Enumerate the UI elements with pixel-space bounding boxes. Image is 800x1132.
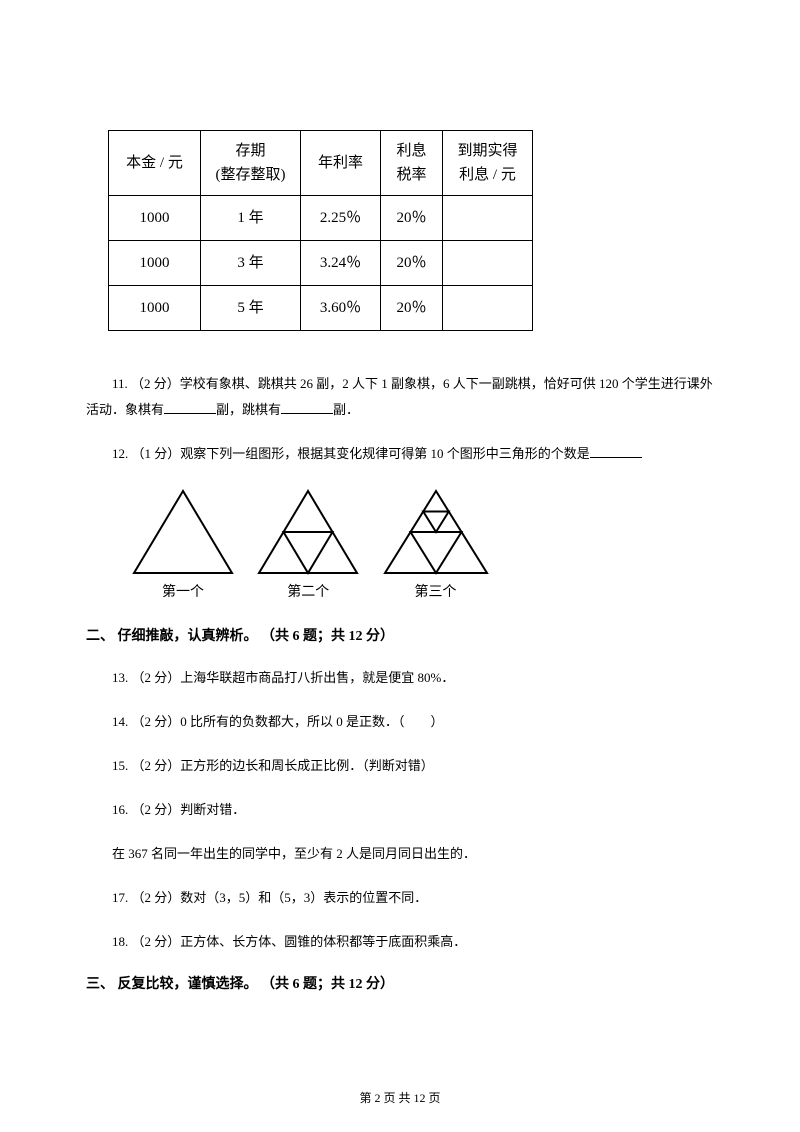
cell: 3.24％ [301,241,381,286]
th-tax: 利息税率 [381,131,443,196]
question-16a: 16. （2 分）判断对错． [86,797,714,823]
q11-suffix: 副． [333,402,359,417]
cell: 20％ [381,286,443,331]
cell: 3 年 [201,241,301,286]
blank [281,401,333,414]
table-row: 1000 3 年 3.24％ 20％ [109,241,533,286]
th-rate: 年利率 [301,131,381,196]
blank [164,401,216,414]
fig-3: 第三个 [379,485,493,601]
question-15: 15. （2 分）正方形的边长和周长成正比例．（判断对错） [86,753,714,779]
page-footer: 第 2 页 共 12 页 [0,1089,800,1106]
fig-2: 第二个 [253,485,363,601]
blank [590,445,642,458]
section-3-heading: 三、 反复比较，谨慎选择。 （共 6 题；共 12 分） [86,973,714,993]
cell: 1000 [109,196,201,241]
table-row: 1000 1 年 2.25％ 20％ [109,196,533,241]
question-16b: 在 367 名同一年出生的同学中，至少有 2 人是同月同日出生的． [86,841,714,867]
triangle-2-svg [253,485,363,577]
cell: 1000 [109,286,201,331]
section-2-heading: 二、 仔细推敲，认真辨析。 （共 6 题；共 12 分） [86,625,714,645]
cell: 5 年 [201,286,301,331]
cell: 20％ [381,241,443,286]
q11-mid: 副，跳棋有 [216,402,281,417]
fig-2-label: 第二个 [253,581,363,601]
question-12: 12. （1 分）观察下列一组图形，根据其变化规律可得第 10 个图形中三角形的… [86,441,714,467]
th-term: 存期(整存整取) [201,131,301,196]
cell: 2.25％ [301,196,381,241]
cell: 1 年 [201,196,301,241]
fig-1-label: 第一个 [128,581,238,601]
question-11: 11. （2 分）学校有象棋、跳棋共 26 副，2 人下 1 副象棋，6 人下一… [86,371,714,423]
th-term-l1: 存期(整存整取) [216,143,286,183]
th-principal: 本金 / 元 [109,131,201,196]
question-13: 13. （2 分）上海华联超市商品打八折出售，就是便宜 80%． [86,665,714,691]
th-net: 到期实得利息 / 元 [443,131,533,196]
triangle-1-svg [128,485,238,577]
th-tax-l: 利息税率 [396,143,426,183]
question-14: 14. （2 分）0 比所有的负数都大，所以 0 是正数．（ ） [86,709,714,735]
fig-3-label: 第三个 [379,581,493,601]
th-net-l: 到期实得利息 / 元 [457,143,517,183]
cell: 1000 [109,241,201,286]
question-18: 18. （2 分）正方体、长方体、圆锥的体积都等于底面积乘高． [86,929,714,955]
triangle-figures: 第一个 第二个 第三个 [128,485,714,601]
cell [443,196,533,241]
interest-table: 本金 / 元 存期(整存整取) 年利率 利息税率 到期实得利息 / 元 1000… [108,130,533,331]
table-row: 1000 5 年 3.60％ 20％ [109,286,533,331]
q12-prefix: 12. （1 分）观察下列一组图形，根据其变化规律可得第 10 个图形中三角形的… [112,446,590,461]
cell [443,241,533,286]
cell: 3.60％ [301,286,381,331]
triangle-3-svg [379,485,493,577]
cell: 20％ [381,196,443,241]
question-17: 17. （2 分）数对（3，5）和（5，3）表示的位置不同． [86,885,714,911]
fig-1: 第一个 [128,485,238,601]
cell [443,286,533,331]
